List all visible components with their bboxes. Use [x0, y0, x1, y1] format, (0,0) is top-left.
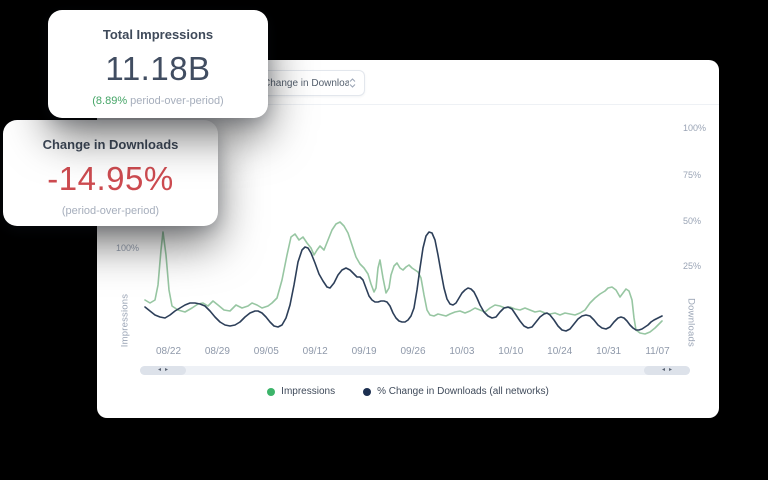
- right-scroll-handle[interactable]: ◂ ▸: [644, 366, 690, 375]
- chart-panel: Change in Downloads 08/22 08/29 09/05 09/12…: [97, 60, 719, 418]
- y-axis-tick-left: 100%: [115, 243, 139, 253]
- scroll-right-icon: ▸: [165, 367, 169, 373]
- chart-plot-area: 08/22 08/29 09/05 09/12 09/19 09/26 10/03 10/10…: [116, 120, 706, 357]
- kpi-value: -14.95%: [47, 160, 174, 197]
- metric-dropdown[interactable]: Change in Downloads: [252, 70, 365, 96]
- kpi-subtitle-rest: period-over-period): [127, 95, 224, 107]
- left-axis-title: Impressions: [119, 293, 131, 348]
- scroll-right-icon: ▸: [669, 367, 673, 373]
- chevron-up-down-icon: [349, 78, 356, 88]
- x-axis-tick: 09/26: [400, 346, 426, 357]
- scroll-left-icon: ◂: [661, 367, 665, 373]
- legend-dot-icon: [363, 387, 372, 396]
- x-axis-tick: 10/24: [547, 346, 573, 357]
- chart-legend: Impressions % Change in Downloads (all ne…: [97, 386, 719, 397]
- kpi-title: Change in Downloads: [42, 137, 179, 152]
- x-axis-tick: 11/07: [645, 346, 670, 357]
- x-axis-tick: 08/22: [155, 346, 182, 357]
- kpi-subtitle-delta: (8.89%: [92, 95, 128, 107]
- kpi-card-total-impressions: Total Impressions 11.18B (8.89% period-o…: [48, 10, 268, 118]
- x-axis-tick: 09/05: [253, 346, 279, 357]
- left-scroll-handle[interactable]: ◂ ▸: [140, 366, 186, 375]
- x-scrollbar-track[interactable]: ◂ ▸ ◂ ▸: [140, 366, 690, 375]
- metric-dropdown-value: Change in Downloads: [263, 77, 349, 89]
- x-axis-tick: 10/10: [498, 346, 524, 357]
- x-axis-tick: 09/19: [351, 346, 377, 357]
- legend-label: % Change in Downloads (all networks): [377, 386, 549, 397]
- kpi-value: 11.18B: [105, 50, 211, 87]
- kpi-subtitle: (8.89% period-over-period): [48, 95, 268, 107]
- legend-item[interactable]: % Change in Downloads (all networks): [363, 386, 549, 397]
- right-axis-title: Downloads: [685, 298, 697, 347]
- y-axis-tick-right: 75%: [683, 170, 702, 180]
- scroll-left-icon: ◂: [157, 367, 161, 373]
- x-axis-tick: 10/03: [449, 346, 475, 357]
- x-axis-tick: 09/12: [302, 346, 328, 357]
- x-axis-tick: 10/31: [596, 346, 622, 357]
- y-axis-tick-right: 50%: [683, 216, 702, 226]
- legend-label: Impressions: [281, 386, 336, 397]
- kpi-card-change-in-downloads: Change in Downloads -14.95% (period-over…: [3, 120, 218, 226]
- chart-panel-header: Change in Downloads: [97, 60, 719, 105]
- x-axis-tick: 08/29: [204, 346, 230, 357]
- legend-dot-icon: [267, 387, 276, 396]
- chart-lines: [144, 221, 663, 335]
- y-axis-tick-right: 100%: [683, 123, 707, 133]
- legend-item[interactable]: Impressions: [267, 386, 335, 397]
- kpi-subtitle: (period-over-period): [61, 205, 160, 217]
- kpi-title: Total Impressions: [102, 27, 214, 42]
- y-axis-tick-right: 25%: [683, 261, 702, 271]
